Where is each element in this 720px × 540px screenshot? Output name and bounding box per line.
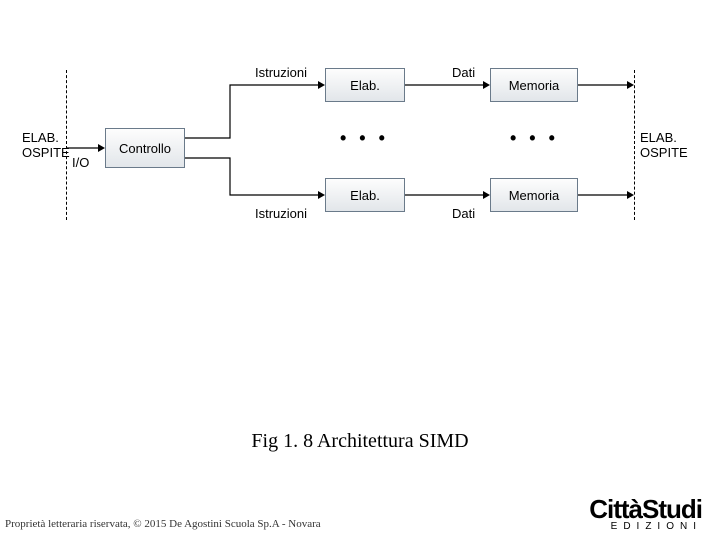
arrow-mem-host-top (578, 79, 634, 91)
controllo-box: Controllo (105, 128, 185, 168)
elab-bot-text: Elab. (350, 188, 380, 203)
mem-top-text: Memoria (509, 78, 560, 93)
mem-bot-box: Memoria (490, 178, 578, 212)
host-left-label: ELAB. OSPITE (22, 130, 66, 160)
arrow-ctrl-elab-top (185, 78, 325, 148)
istruzioni-bot-label: Istruzioni (255, 206, 307, 221)
arrow-ctrl-elab-bot (185, 152, 325, 212)
host-right-label: ELAB. OSPITE (640, 130, 690, 160)
figure-caption: Fig 1. 8 Architettura SIMD (0, 430, 720, 453)
elab-top-box: Elab. (325, 68, 405, 102)
arrow-elab-mem-bot (405, 189, 490, 201)
publisher-logo: CittàStudi EDIZIONI (589, 496, 702, 532)
copyright-text: Proprietà letteraria riservata, © 2015 D… (5, 518, 321, 530)
dati-top-label: Dati (452, 65, 475, 80)
mem-top-box: Memoria (490, 68, 578, 102)
controllo-text: Controllo (119, 141, 171, 156)
dots-mem: • • • (510, 128, 559, 149)
dati-bot-label: Dati (452, 206, 475, 221)
mem-bot-text: Memoria (509, 188, 560, 203)
arrow-mem-host-bot (578, 189, 634, 201)
arrow-host-controllo (66, 142, 105, 154)
dash-right (634, 70, 635, 220)
istruzioni-top-label: Istruzioni (255, 65, 307, 80)
io-label: I/O (72, 155, 89, 170)
dots-elab: • • • (340, 128, 389, 149)
elab-top-text: Elab. (350, 78, 380, 93)
simd-diagram: ELAB. OSPITE I/O Controllo Istruzioni Is… (30, 60, 690, 240)
arrow-elab-mem-top (405, 79, 490, 91)
elab-bot-box: Elab. (325, 178, 405, 212)
logo-main-text: CittàStudi (589, 496, 702, 522)
